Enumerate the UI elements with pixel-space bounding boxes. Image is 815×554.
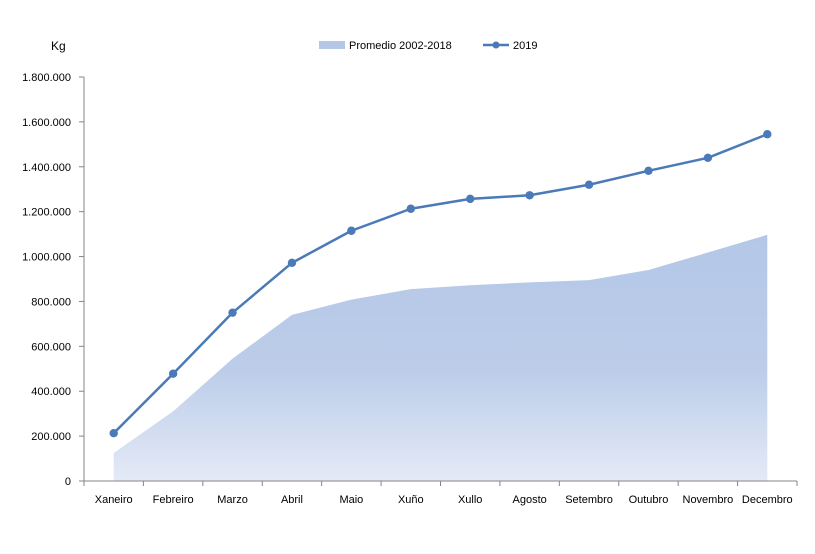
y-tick-label: 400.000: [31, 386, 71, 398]
area-series-promedio: [113, 234, 768, 481]
line-point-2019: [109, 428, 118, 438]
line-point-2019: [228, 308, 237, 317]
legend-line-marker: [492, 41, 500, 49]
line-point-2019: [703, 153, 713, 162]
x-tick-label: Setembro: [565, 494, 613, 506]
y-tick-label: 800.000: [31, 296, 71, 308]
y-tick-label: 1.400.000: [22, 162, 71, 174]
x-tick-label: Agosto: [513, 494, 547, 506]
x-tick-label: Novembro: [683, 494, 734, 506]
x-tick-label: Outubro: [629, 494, 669, 506]
line-point-2019: [287, 258, 297, 268]
line-series-2019: [112, 133, 768, 435]
x-tick-label: Xuño: [398, 494, 424, 506]
y-unit-label: Kg: [51, 39, 66, 53]
line-point-2019: [406, 204, 415, 213]
line-point-2019: [644, 166, 653, 176]
x-tick-label: Abril: [281, 494, 303, 506]
line-point-2019: [347, 226, 356, 235]
line-point-2019: [525, 191, 534, 200]
x-tick-label: Xullo: [458, 494, 482, 506]
y-tick-label: 600.000: [31, 341, 71, 353]
line-point-2019: [466, 194, 475, 204]
y-tick-label: 1.600.000: [22, 117, 71, 129]
legend-area-swatch: [319, 41, 345, 49]
y-tick-label: 1.000.000: [22, 252, 71, 264]
line-point-2019: [763, 130, 772, 139]
y-tick-label: 1.800.000: [22, 72, 71, 84]
x-tick-label: Decembro: [742, 494, 793, 506]
area-layer: [113, 234, 768, 481]
x-tick-label: Febreiro: [153, 494, 194, 506]
legend-line-label: 2019: [513, 40, 537, 52]
y-tick-label: 0: [65, 476, 71, 488]
x-tick-label: Marzo: [217, 494, 248, 506]
line-point-2019: [584, 180, 594, 189]
y-tick-label: 200.000: [31, 431, 71, 443]
line-point-2019: [168, 369, 178, 378]
x-tick-label: Maio: [339, 494, 363, 506]
legend-area-label: Promedio 2002-2018: [349, 40, 452, 52]
axis-layer: 0 200.000 400.000 600.000 800.000 1.000.000 1.…: [22, 72, 798, 506]
legend: Promedio 2002-2018 2019: [319, 40, 537, 52]
x-tick-label: Xaneiro: [95, 494, 133, 506]
line-layer: [109, 130, 772, 438]
y-tick-label: 1.200.000: [22, 207, 71, 219]
